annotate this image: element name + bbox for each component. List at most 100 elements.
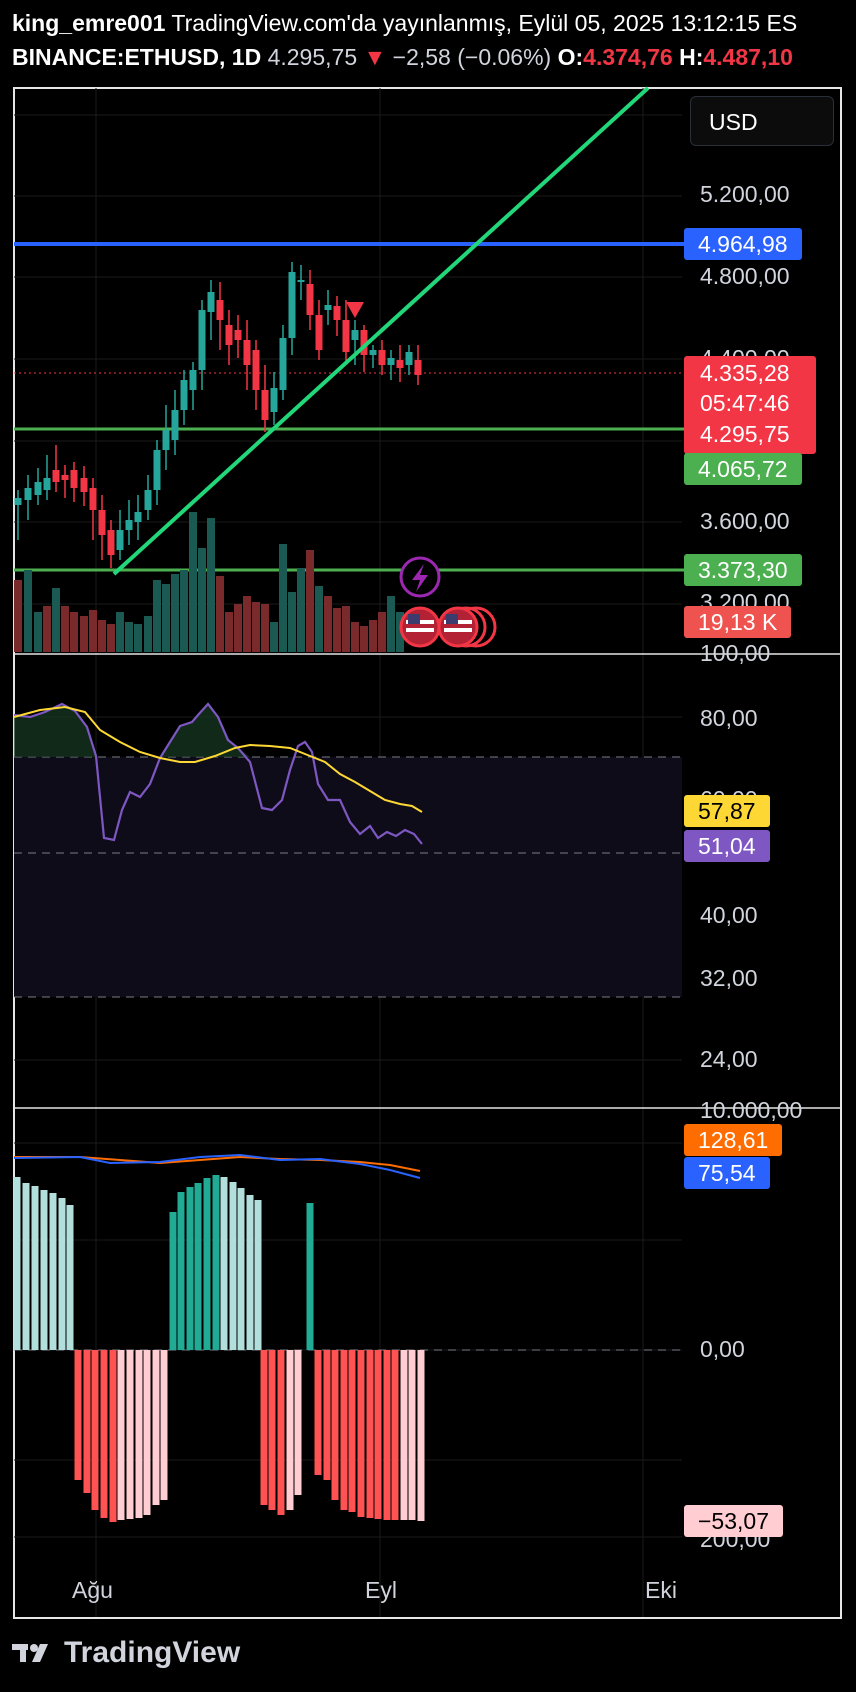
macd-histogram-bar — [366, 1350, 374, 1518]
volume-bar — [34, 612, 42, 652]
macd-histogram-bar — [254, 1200, 262, 1350]
volume-bar — [171, 574, 179, 652]
macd-histogram-bar — [152, 1350, 160, 1505]
macd-histogram-bar — [83, 1350, 91, 1493]
volume-bar — [315, 586, 323, 652]
rsi-line — [13, 702, 423, 845]
macd-histogram-tag: −53,07 — [684, 1505, 783, 1537]
macd-histogram-bar — [58, 1198, 66, 1350]
macd-histogram-bar — [13, 1177, 21, 1350]
candle-body — [324, 305, 332, 310]
macd-histogram-bar — [31, 1186, 39, 1350]
volume-bar — [198, 548, 206, 652]
rsi-indicator — [13, 702, 423, 845]
volume-bar — [297, 568, 305, 652]
volume-bar — [43, 606, 51, 652]
rsi-axis-label: 100,00 — [700, 640, 771, 666]
open-value: 4.374,76 — [583, 44, 673, 70]
candle-body — [189, 370, 197, 390]
volume-bar — [387, 596, 395, 652]
rsi-axis-label: 80,00 — [700, 705, 758, 731]
volume-bar — [216, 576, 224, 652]
rsi-axis-label: 40,00 — [700, 902, 758, 928]
macd-histogram-bar — [160, 1350, 168, 1500]
volume-bar — [342, 606, 350, 652]
candle-body — [342, 320, 350, 352]
candlesticks — [14, 262, 422, 568]
volume-bar — [225, 612, 233, 652]
sell-signal-icon — [346, 302, 364, 318]
macd-histogram-bar — [212, 1175, 220, 1350]
macd-histogram-bar — [22, 1183, 30, 1350]
candle-body — [98, 510, 106, 535]
macd-histogram-bar — [203, 1178, 211, 1350]
resistance-price-tag: 4.964,98 — [684, 228, 802, 260]
volume-bar — [116, 612, 124, 652]
level-price-tag: 4.065,72 — [684, 453, 802, 485]
rsi-value-tag: 51,04 — [684, 830, 770, 862]
rsi-band — [14, 757, 682, 997]
author-name[interactable]: king_emre001 — [12, 10, 166, 36]
volume-bar — [134, 624, 142, 652]
time-axis-label: Eki — [645, 1577, 677, 1603]
candle-body — [333, 306, 341, 320]
macd-histogram-bar — [314, 1350, 322, 1475]
candle-body — [405, 352, 413, 365]
volume-bar — [261, 604, 269, 652]
volume-bar — [378, 612, 386, 652]
candle-body — [107, 530, 115, 555]
candle-body — [24, 488, 32, 500]
candle-body — [180, 380, 188, 410]
volume-bar — [125, 622, 133, 652]
candle-body — [14, 498, 22, 505]
brand-name: TradingView — [64, 1636, 241, 1669]
candle-body — [70, 470, 78, 488]
us-flag-icon[interactable] — [399, 606, 497, 648]
candle-body — [34, 482, 42, 495]
candle-body — [171, 410, 179, 440]
macd-histogram-bar — [229, 1182, 237, 1350]
tradingview-brand[interactable]: TradingView — [12, 1636, 240, 1670]
rsi-axis-label: 32,00 — [700, 965, 758, 991]
macd-histogram-bar — [117, 1350, 125, 1520]
candle-body — [234, 330, 242, 340]
candle-body — [306, 284, 314, 315]
candle-body — [207, 292, 215, 312]
macd-histogram-bar — [66, 1205, 74, 1350]
macd-histogram-bar — [277, 1350, 285, 1515]
lightning-icon[interactable] — [399, 556, 441, 598]
currency-button[interactable]: USD — [690, 96, 834, 146]
candle-body — [243, 340, 251, 365]
macd-histogram-bar — [246, 1195, 254, 1350]
volume-bar — [144, 616, 152, 652]
price-axis-label: 4.800,00 — [700, 263, 790, 289]
trend-line[interactable] — [112, 86, 650, 576]
macd-line — [13, 1153, 421, 1179]
rsi-overbought-fill — [14, 704, 96, 757]
volume-bar — [351, 622, 359, 652]
candle-body — [144, 490, 152, 510]
symbol-name[interactable]: BINANCE:ETHUSD, 1D — [12, 44, 262, 70]
candle-body — [52, 470, 60, 482]
candle-body — [80, 478, 88, 492]
macd-histogram-bar — [91, 1350, 99, 1510]
countdown-tag: 05:47:46 — [700, 390, 790, 416]
volume-bar — [279, 544, 287, 652]
macd-histogram-bar — [374, 1350, 382, 1519]
macd-histogram-bar — [194, 1183, 202, 1350]
macd-value-tag: 75,54 — [684, 1157, 770, 1189]
time-axis-label: Ağu — [72, 1577, 113, 1603]
publish-line: king_emre001 TradingView.com'da yayınlan… — [12, 10, 797, 37]
macd-histogram-bar — [100, 1350, 108, 1518]
candle-body — [125, 520, 133, 530]
macd-histogram-bar — [49, 1193, 57, 1350]
macd-histogram-bar — [294, 1350, 302, 1495]
volume-tag: 19,13 K — [684, 606, 792, 638]
volume-bar — [333, 608, 341, 652]
volume-bar — [52, 588, 60, 652]
high-label: H: — [679, 44, 704, 70]
rsi-axis-label: 24,00 — [700, 1046, 758, 1072]
high-value: 4.487,10 — [703, 44, 793, 70]
macd-histogram-bar — [331, 1350, 339, 1500]
